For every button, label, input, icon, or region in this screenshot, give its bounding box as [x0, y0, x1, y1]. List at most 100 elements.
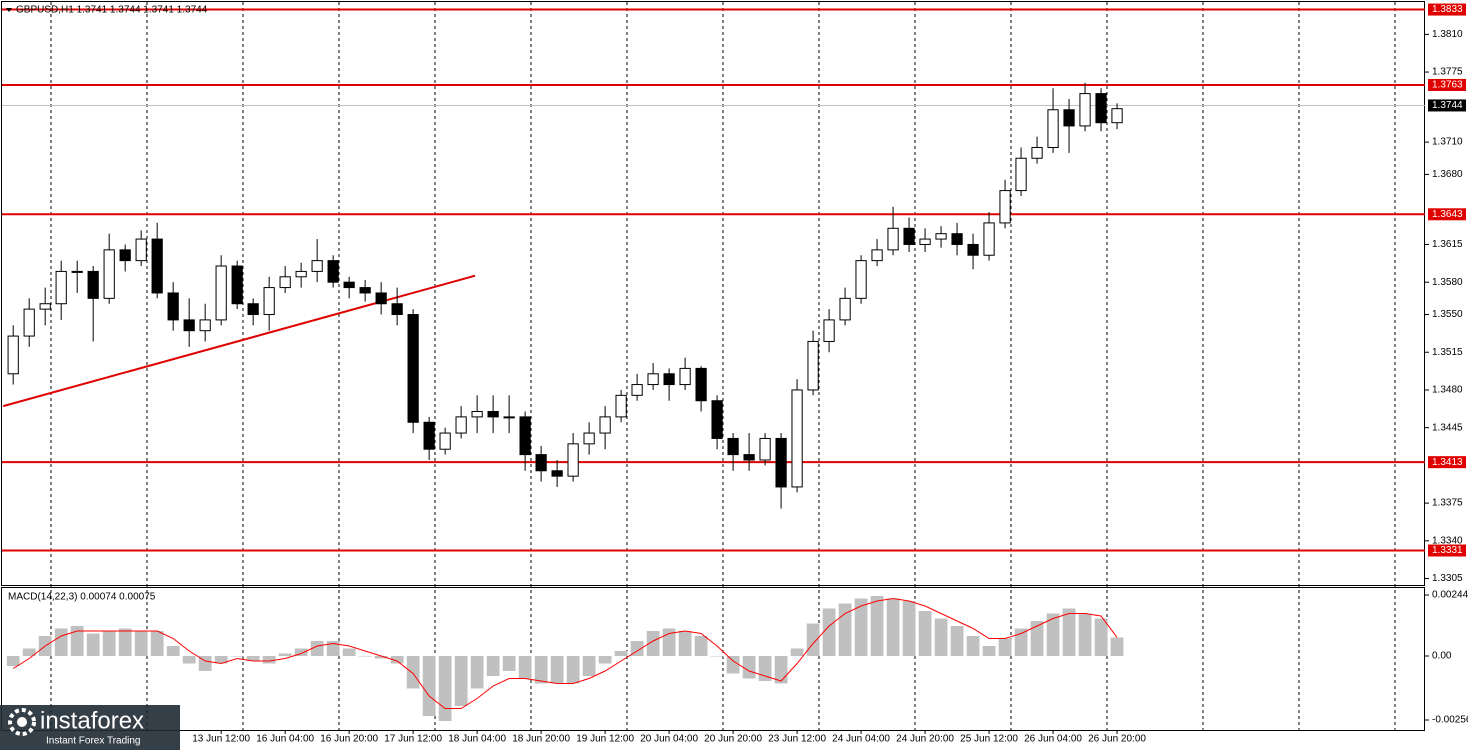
candle-body	[1095, 93, 1107, 124]
y-tick-label: 1.3680	[1432, 169, 1463, 180]
candle-body	[231, 265, 243, 305]
y-tick-label: 1.3340	[1432, 535, 1463, 546]
candle-body	[551, 470, 563, 477]
candle-body	[71, 270, 83, 273]
x-tick-label: 24 Jun 20:00	[896, 734, 954, 745]
macd-bar	[742, 656, 756, 679]
candle-body	[871, 249, 883, 262]
x-tick-label: 18 Jun 20:00	[512, 734, 570, 745]
candle-body	[199, 319, 211, 332]
candle-body	[119, 249, 131, 262]
candle-body	[743, 454, 755, 461]
candle-body	[439, 432, 451, 450]
x-tick-label: 24 Jun 04:00	[832, 734, 890, 745]
candle-body	[615, 394, 627, 418]
candle-body	[919, 238, 931, 245]
macd-bar	[998, 638, 1012, 656]
candle-body	[631, 384, 643, 396]
macd-bar	[694, 636, 708, 656]
macd-bar	[198, 656, 212, 671]
title-marker	[6, 8, 12, 12]
macd-bar	[790, 648, 804, 656]
candle-body	[311, 260, 323, 272]
candle-body	[39, 303, 51, 310]
macd-bar	[342, 648, 356, 656]
candle-body	[951, 233, 963, 245]
candle-body	[903, 227, 915, 245]
level-box	[1428, 456, 1466, 469]
y-tick-label: 1.3810	[1432, 29, 1463, 40]
candle-body	[983, 222, 995, 256]
candle-body	[423, 421, 435, 450]
candle-body	[599, 416, 611, 434]
candle-body	[999, 190, 1011, 224]
x-tick-label: 20 Jun 04:00	[640, 734, 698, 745]
macd-bar	[1110, 637, 1124, 656]
y-tick-label: 0.00	[1432, 651, 1452, 662]
x-tick-label: 13 Jun 12:00	[192, 734, 250, 745]
macd-bar	[950, 626, 964, 656]
macd-bar	[278, 653, 292, 656]
macd-bar	[502, 656, 516, 671]
x-tick-label: 17 Jun 12:00	[384, 734, 442, 745]
y-tick-label: 1.3480	[1432, 385, 1463, 396]
candle-body	[247, 303, 259, 316]
level-box	[1428, 78, 1466, 91]
macd-bar	[678, 631, 692, 656]
candle-body	[583, 432, 595, 445]
macd-bar	[630, 641, 644, 656]
level-label: 1.3413	[1432, 457, 1463, 468]
x-tick-label: 18 Jun 04:00	[448, 734, 506, 745]
level-box	[1428, 544, 1466, 557]
macd-bar	[358, 656, 372, 657]
candle-body	[1063, 109, 1075, 127]
macd-bar	[726, 656, 740, 674]
candle-body	[967, 243, 979, 256]
y-tick-label: 1.3710	[1432, 137, 1463, 148]
candle-body	[7, 335, 19, 375]
macd-bar	[982, 646, 996, 656]
macd-bar	[70, 626, 84, 656]
x-tick-label: 25 Jun 12:00	[960, 734, 1018, 745]
macd-bar	[182, 656, 196, 664]
x-tick-label: 26 Jun 20:00	[1088, 734, 1146, 745]
candle-body	[151, 238, 163, 294]
macd-bar	[534, 656, 548, 684]
macd-bar	[310, 641, 324, 656]
candle-body	[87, 270, 99, 299]
macd-bar	[1030, 621, 1044, 656]
macd-bar	[326, 641, 340, 656]
x-tick-label: 19 Jun 12:00	[576, 734, 634, 745]
macd-bar	[438, 656, 452, 721]
macd-bar	[550, 656, 564, 684]
x-tick-label: 23 Jun 12:00	[768, 734, 826, 745]
candle-body	[1111, 108, 1123, 124]
macd-bar	[390, 656, 404, 664]
candle-body	[359, 287, 371, 294]
trendline	[2, 274, 476, 408]
current-price-label: 1.3744	[1432, 100, 1463, 111]
macd-bar	[1046, 613, 1060, 656]
watermark: instaforex Instant Forex Trading	[0, 705, 180, 750]
candle-body	[1047, 109, 1059, 148]
candle-body	[759, 437, 771, 461]
macd-bar	[1078, 613, 1092, 656]
macd-bar	[374, 656, 388, 659]
candle-body	[839, 297, 851, 321]
candle-body	[519, 416, 531, 456]
candle-body	[1015, 157, 1027, 192]
candle-body	[679, 367, 691, 386]
macd-bar	[118, 628, 132, 656]
macd-bar	[22, 648, 36, 656]
watermark-tagline: Instant Forex Trading	[46, 736, 141, 747]
x-tick-label: 16 Jun 04:00	[256, 734, 314, 745]
macd-bar	[406, 656, 420, 689]
macd-bar	[470, 656, 484, 689]
macd-bar	[934, 618, 948, 656]
macd-bar	[854, 598, 868, 656]
candle-body	[375, 292, 387, 305]
x-tick-label: 26 Jun 04:00	[1024, 734, 1082, 745]
macd-bar	[134, 631, 148, 656]
macd-bar	[774, 656, 788, 684]
